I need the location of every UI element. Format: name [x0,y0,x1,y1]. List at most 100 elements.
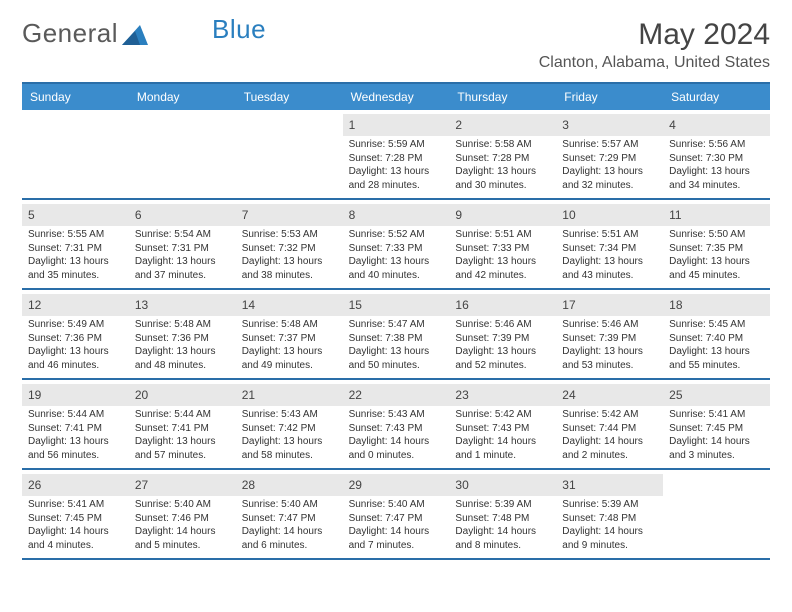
daylight1-text: Daylight: 13 hours [562,255,657,269]
day-body: Sunrise: 5:45 AMSunset: 7:40 PMDaylight:… [669,318,764,372]
sunset-text: Sunset: 7:41 PM [28,422,123,436]
day-body: Sunrise: 5:58 AMSunset: 7:28 PMDaylight:… [455,138,550,192]
date-number: 8 [349,208,356,222]
daylight1-text: Daylight: 13 hours [135,435,230,449]
date-bar: 22 [343,384,450,406]
day-cell: 16Sunrise: 5:46 AMSunset: 7:39 PMDayligh… [449,290,556,378]
sunset-text: Sunset: 7:30 PM [669,152,764,166]
day-cell: 20Sunrise: 5:44 AMSunset: 7:41 PMDayligh… [129,380,236,468]
date-bar: 2 [449,114,556,136]
date-bar: 12 [22,294,129,316]
sunrise-text: Sunrise: 5:47 AM [349,318,444,332]
sunrise-text: Sunrise: 5:53 AM [242,228,337,242]
sunrise-text: Sunrise: 5:57 AM [562,138,657,152]
date-bar: 19 [22,384,129,406]
day-body: Sunrise: 5:40 AMSunset: 7:47 PMDaylight:… [242,498,337,552]
daylight1-text: Daylight: 14 hours [242,525,337,539]
sunset-text: Sunset: 7:35 PM [669,242,764,256]
daylight2-text: and 5 minutes. [135,539,230,553]
month-title: May 2024 [539,18,770,52]
daylight2-text: and 34 minutes. [669,179,764,193]
day-cell: 17Sunrise: 5:46 AMSunset: 7:39 PMDayligh… [556,290,663,378]
daylight1-text: Daylight: 14 hours [455,435,550,449]
sunset-text: Sunset: 7:48 PM [562,512,657,526]
weekday-label: Monday [129,84,236,110]
daylight2-text: and 28 minutes. [349,179,444,193]
daylight1-text: Daylight: 13 hours [669,255,764,269]
sunset-text: Sunset: 7:42 PM [242,422,337,436]
daylight2-text: and 9 minutes. [562,539,657,553]
daylight1-text: Daylight: 14 hours [349,435,444,449]
sunrise-text: Sunrise: 5:43 AM [242,408,337,422]
daylight1-text: Daylight: 13 hours [28,435,123,449]
date-number: 1 [349,118,356,132]
daylight1-text: Daylight: 13 hours [242,345,337,359]
day-cell: 2Sunrise: 5:58 AMSunset: 7:28 PMDaylight… [449,110,556,198]
day-body: Sunrise: 5:55 AMSunset: 7:31 PMDaylight:… [28,228,123,282]
sunrise-text: Sunrise: 5:43 AM [349,408,444,422]
sunset-text: Sunset: 7:43 PM [455,422,550,436]
day-body: Sunrise: 5:44 AMSunset: 7:41 PMDaylight:… [28,408,123,462]
sunrise-text: Sunrise: 5:49 AM [28,318,123,332]
sunrise-text: Sunrise: 5:56 AM [669,138,764,152]
sunset-text: Sunset: 7:46 PM [135,512,230,526]
date-number: 15 [349,298,362,312]
daylight1-text: Daylight: 13 hours [562,345,657,359]
date-number: 22 [349,388,362,402]
day-cell: 13Sunrise: 5:48 AMSunset: 7:36 PMDayligh… [129,290,236,378]
date-bar: 6 [129,204,236,226]
daylight2-text: and 55 minutes. [669,359,764,373]
sunset-text: Sunset: 7:48 PM [455,512,550,526]
sunset-text: Sunset: 7:39 PM [562,332,657,346]
day-body: Sunrise: 5:42 AMSunset: 7:44 PMDaylight:… [562,408,657,462]
day-body: Sunrise: 5:46 AMSunset: 7:39 PMDaylight:… [455,318,550,372]
weekday-label: Thursday [449,84,556,110]
daylight2-text: and 8 minutes. [455,539,550,553]
sunset-text: Sunset: 7:32 PM [242,242,337,256]
day-body: Sunrise: 5:59 AMSunset: 7:28 PMDaylight:… [349,138,444,192]
daylight1-text: Daylight: 13 hours [669,165,764,179]
sunrise-text: Sunrise: 5:52 AM [349,228,444,242]
day-body: Sunrise: 5:53 AMSunset: 7:32 PMDaylight:… [242,228,337,282]
sunrise-text: Sunrise: 5:44 AM [135,408,230,422]
week-row: 12Sunrise: 5:49 AMSunset: 7:36 PMDayligh… [22,290,770,380]
day-body: Sunrise: 5:51 AMSunset: 7:33 PMDaylight:… [455,228,550,282]
daylight1-text: Daylight: 13 hours [349,345,444,359]
sunrise-text: Sunrise: 5:39 AM [455,498,550,512]
sunset-text: Sunset: 7:45 PM [28,512,123,526]
day-cell: 8Sunrise: 5:52 AMSunset: 7:33 PMDaylight… [343,200,450,288]
day-cell: 6Sunrise: 5:54 AMSunset: 7:31 PMDaylight… [129,200,236,288]
day-body: Sunrise: 5:49 AMSunset: 7:36 PMDaylight:… [28,318,123,372]
daylight2-text: and 1 minute. [455,449,550,463]
sunrise-text: Sunrise: 5:58 AM [455,138,550,152]
sunrise-text: Sunrise: 5:42 AM [562,408,657,422]
week-row: 5Sunrise: 5:55 AMSunset: 7:31 PMDaylight… [22,200,770,290]
day-body: Sunrise: 5:39 AMSunset: 7:48 PMDaylight:… [562,498,657,552]
date-bar: 7 [236,204,343,226]
day-cell: 10Sunrise: 5:51 AMSunset: 7:34 PMDayligh… [556,200,663,288]
date-number: 21 [242,388,255,402]
date-number: 13 [135,298,148,312]
day-cell: 1 Sunrise: 5:59 AMSunset: 7:28 PMDaylight… [343,110,450,198]
logo-word-2: Blue [212,14,266,45]
sunrise-text: Sunrise: 5:39 AM [562,498,657,512]
daylight2-text: and 3 minutes. [669,449,764,463]
date-number: 3 [562,118,569,132]
daylight1-text: Daylight: 13 hours [28,255,123,269]
day-body: Sunrise: 5:43 AMSunset: 7:43 PMDaylight:… [349,408,444,462]
date-bar: 30 [449,474,556,496]
daylight1-text: Daylight: 13 hours [562,165,657,179]
date-number: 17 [562,298,575,312]
daylight1-text: Daylight: 13 hours [669,345,764,359]
calendar-grid: 1Sunrise: 5:59 AMSunset: 7:28 PMDaylight… [22,110,770,560]
day-body: Sunrise: 5:57 AMSunset: 7:29 PMDaylight:… [562,138,657,192]
sunrise-text: Sunrise: 5:51 AM [455,228,550,242]
date-bar: 28 [236,474,343,496]
date-number: 20 [135,388,148,402]
daylight1-text: Daylight: 13 hours [455,165,550,179]
sunrise-text: Sunrise: 5:59 AM [349,138,444,152]
day-cell: 4Sunrise: 5:56 AMSunset: 7:30 PMDaylight… [663,110,770,198]
weekday-label: Saturday [663,84,770,110]
sunset-text: Sunset: 7:28 PM [349,152,444,166]
daylight2-text: and 30 minutes. [455,179,550,193]
